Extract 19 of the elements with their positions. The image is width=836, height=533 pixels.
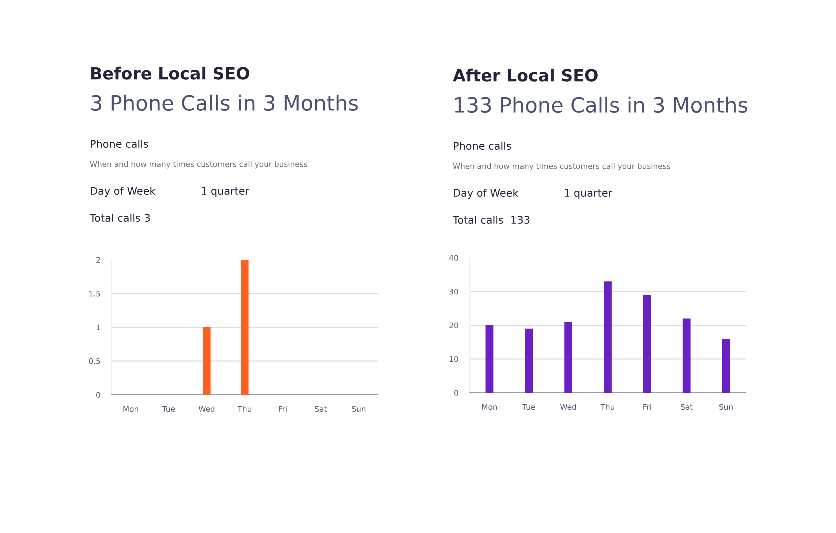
chart-subtitle: 133 Phone Calls in 3 Months — [455, 96, 748, 114]
chart-subtitle: 3 Phone Calls in 3 Months — [92, 94, 358, 112]
text: 1 quarter — [202, 187, 250, 198]
bar — [722, 339, 730, 393]
bar — [682, 318, 691, 393]
text: 1 quarter — [565, 189, 613, 200]
chart-title: Before Local SEO — [92, 66, 250, 80]
bar — [643, 295, 652, 393]
text: Phone calls — [454, 142, 512, 150]
text: Day of Week — [454, 188, 519, 200]
bar — [525, 328, 534, 393]
chart-title: After Local SEO — [453, 68, 598, 82]
text: Total calls 3 — [90, 214, 150, 222]
bar — [486, 326, 494, 393]
text: Day of Week — [91, 186, 156, 198]
bar — [564, 322, 573, 393]
text: Phone calls — [91, 140, 148, 148]
bar — [604, 282, 612, 393]
text: Total calls 133 — [452, 216, 530, 224]
